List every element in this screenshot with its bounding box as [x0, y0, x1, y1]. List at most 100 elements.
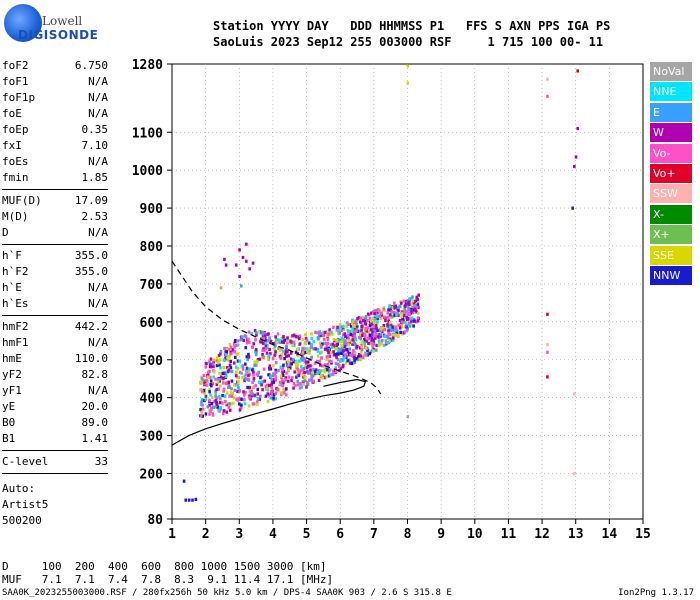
echo-point: [411, 310, 415, 315]
echo-point: [271, 374, 275, 378]
echo-point: [278, 348, 282, 353]
echo-point: [412, 324, 415, 328]
echo-point: [244, 377, 248, 381]
param-name: B0: [2, 416, 16, 429]
param-row: h`F 355.0: [2, 248, 108, 264]
echo-point: [219, 401, 222, 405]
echo-point: [328, 328, 331, 332]
echo-point: [236, 339, 240, 343]
echo-point: [402, 299, 406, 303]
echo-point: [291, 343, 294, 347]
echo-point: [340, 358, 344, 362]
echo-point: [354, 338, 357, 342]
muf-distance-row: D 100 200 400 600 800 1000 1500 3000 [km…: [2, 560, 327, 573]
param-row: M(D) 2.53: [2, 209, 108, 225]
echo-point: [256, 392, 260, 396]
param-value: 110.0: [74, 352, 108, 365]
echo-point: [320, 350, 324, 354]
echo-point: [239, 338, 243, 342]
echo-point: [279, 380, 282, 384]
echo-point: [294, 364, 298, 368]
echo-point: [262, 336, 266, 340]
echo-point: [227, 405, 231, 410]
echo-point: [231, 348, 235, 352]
echo-point: [219, 375, 223, 379]
echo-point: [272, 396, 275, 400]
echo-point: [352, 355, 356, 360]
header-line-1: Station YYYY DAY DDD HHMMSS P1 FFS S AXN…: [213, 19, 611, 33]
echo-point: [361, 355, 365, 359]
echo-point: [229, 391, 233, 395]
echo-point: [199, 402, 203, 407]
echo-point: [271, 356, 275, 361]
echo-point: [546, 343, 549, 347]
echo-point: [264, 339, 267, 343]
echo-point: [305, 347, 309, 351]
echo-point: [305, 338, 309, 342]
echo-point: [296, 371, 299, 375]
echo-point: [356, 316, 359, 321]
echo-point: [247, 355, 251, 359]
echo-point: [247, 369, 251, 373]
echo-point: [322, 341, 326, 346]
echo-point: [237, 397, 240, 401]
echo-point: [212, 375, 215, 379]
echo-point: [302, 366, 306, 371]
echo-point: [253, 363, 256, 367]
echo-point: [316, 371, 319, 375]
echo-point: [403, 330, 407, 334]
echo-point: [221, 401, 224, 405]
param-value: 355.0: [74, 249, 108, 262]
echo-point: [305, 360, 308, 364]
legend-item: NNW: [650, 266, 692, 285]
echo-point: [218, 358, 222, 362]
footer-version: Ion2Png 1.3.17: [618, 588, 694, 598]
echo-point: [393, 329, 397, 333]
param-name: foF2: [2, 59, 29, 72]
echo-point: [279, 356, 283, 360]
echo-point: [270, 377, 273, 381]
echo-point: [244, 373, 248, 377]
echo-point: [208, 412, 211, 416]
echo-point: [297, 347, 301, 351]
echo-point: [302, 374, 306, 378]
echo-point: [235, 365, 238, 369]
echo-point: [214, 398, 218, 403]
echo-point: [271, 378, 275, 382]
echo-point: [283, 356, 286, 361]
param-value: 89.0: [81, 416, 109, 429]
echo-point: [348, 339, 351, 343]
echo-point: [313, 361, 317, 365]
echo-point: [236, 343, 240, 347]
echo-point: [346, 350, 350, 354]
echo-point: [194, 497, 198, 501]
echo-point: [298, 386, 302, 390]
echo-point: [354, 343, 358, 347]
echo-point: [287, 368, 290, 372]
echo-point: [341, 349, 345, 353]
param-name: M(D): [2, 210, 29, 223]
echo-point: [214, 389, 217, 393]
echo-point: [331, 332, 334, 336]
echo-point: [208, 388, 211, 392]
echo-point: [270, 385, 273, 389]
echo-point: [259, 340, 263, 344]
echo-point: [232, 342, 236, 346]
param-value: 17.09: [74, 194, 108, 207]
legend-item: X-: [650, 204, 692, 224]
echo-point: [228, 401, 231, 406]
autoscaling-info: Auto: Artist5 500200: [2, 481, 48, 529]
echo-point: [291, 334, 294, 338]
echo-point: [286, 341, 289, 345]
echo-point: [209, 393, 212, 397]
echo-point: [294, 334, 298, 339]
echo-point: [276, 332, 280, 336]
echo-point: [219, 384, 222, 388]
legend-item: Vo-: [650, 143, 692, 163]
echo-point: [248, 367, 251, 371]
echo-point: [410, 316, 414, 320]
echo-point: [222, 365, 225, 370]
echo-point: [355, 346, 358, 350]
echo-point: [382, 323, 386, 328]
echo-point: [407, 312, 411, 316]
